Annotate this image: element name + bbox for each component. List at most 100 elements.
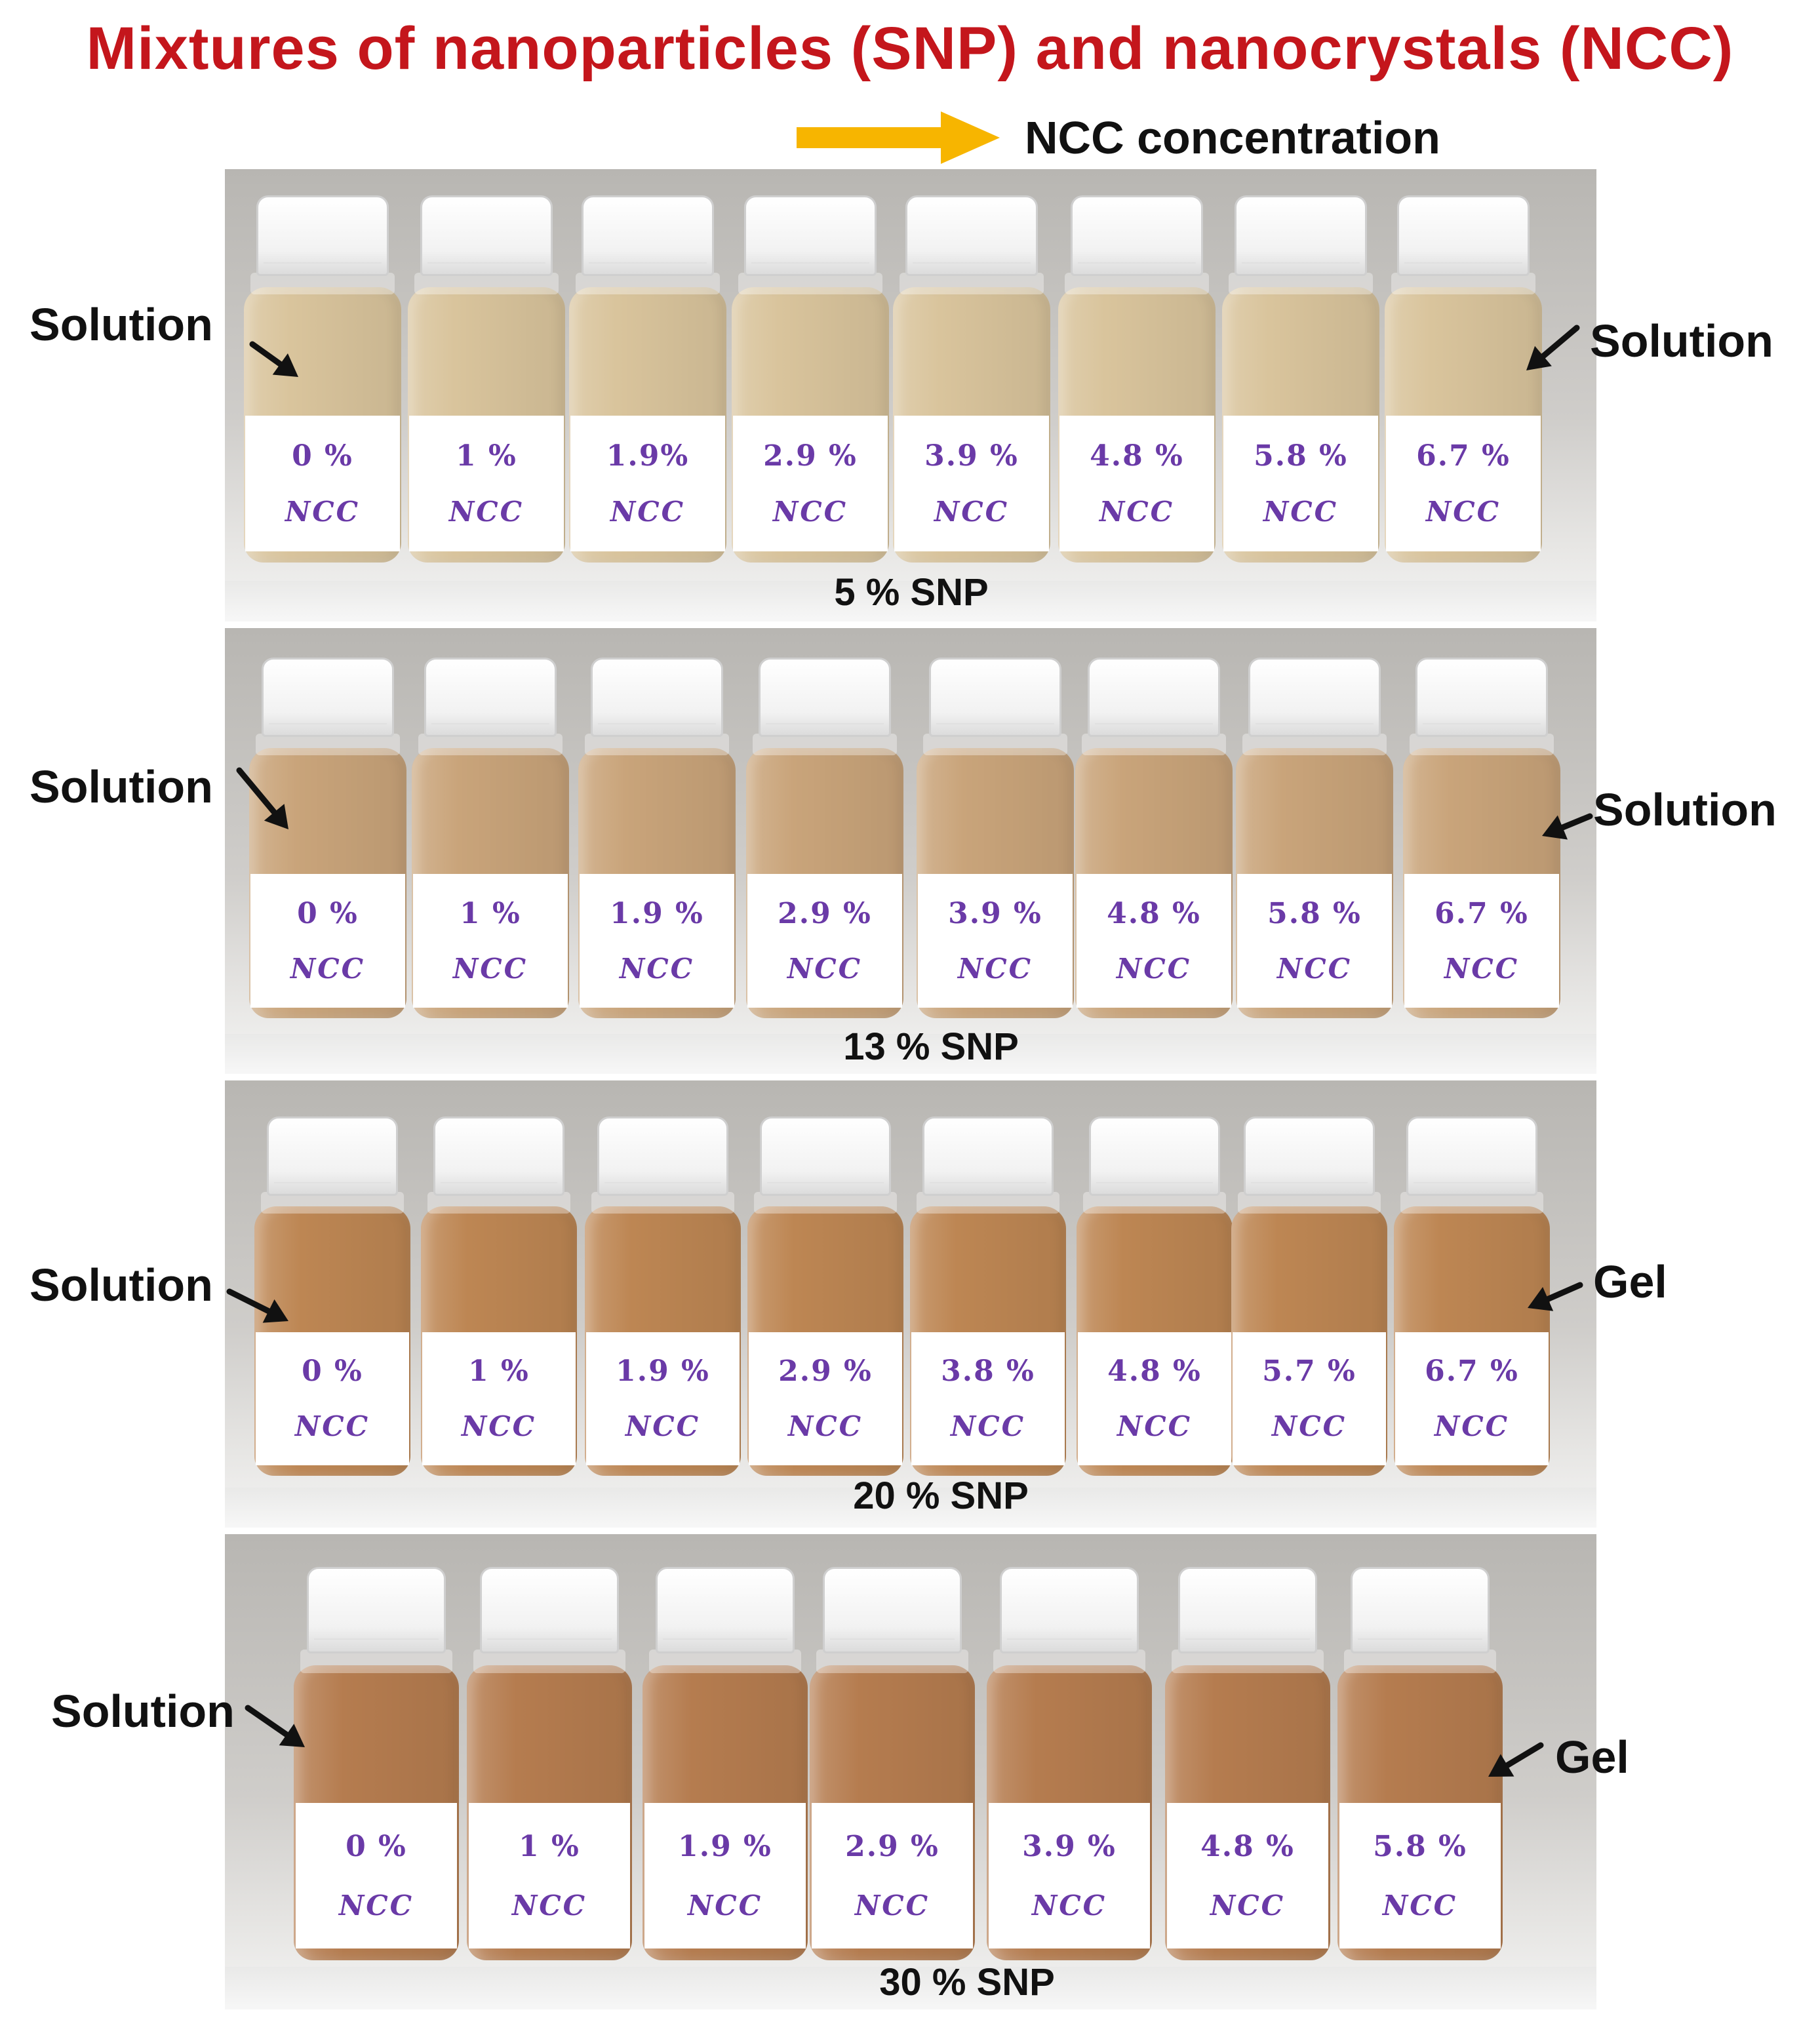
ncc-percentage: 6.7 % [1434,896,1529,930]
ncc-text: NCC [934,496,1010,528]
ncc-percentage: 3.8 % [941,1355,1035,1389]
vial-neck [993,1650,1145,1673]
ncc-percentage: 5.7 % [1262,1355,1356,1389]
ncc-percentage: 0 % [297,896,359,930]
vial: 5.7 % NCC [1231,1117,1387,1476]
ncc-text: NCC [787,953,863,985]
vial-cap [1406,1117,1537,1196]
vial-label: 4.8 % NCC [1166,1803,1329,1948]
vial: 3.9 % NCC [917,658,1074,1018]
ncc-text: NCC [511,1889,587,1922]
ncc-text: NCC [1425,496,1501,528]
vial-neck [753,1192,898,1214]
vial-label: 0 % NCC [256,1332,409,1465]
vial: 6.7 % NCC [1385,195,1542,563]
vial-label: 5.7 % NCC [1233,1332,1386,1465]
ncc-text: NCC [619,953,695,985]
vial-label: 3.9 % NCC [894,416,1049,552]
right-pointer-arrow-icon [1488,1742,1544,1777]
snp-concentration-label: 30 % SNP [879,1961,1055,2004]
ncc-percentage: 2.9 % [845,1829,940,1863]
vial-cap [480,1567,619,1653]
vial: 5.8 % NCC [1222,195,1379,563]
ncc-percentage: 0 % [302,1355,363,1389]
ncc-text: NCC [285,496,361,528]
right-pointer-arrow-icon [1528,1282,1583,1311]
vial: 0 % NCC [249,658,406,1018]
snp-concentration-label: 5 % SNP [834,571,989,614]
vial-neck [1391,272,1536,295]
vial-cap [1244,1117,1375,1196]
ncc-text: NCC [290,953,366,985]
vial-cap [1178,1567,1317,1653]
vial-cap [1415,658,1548,737]
vial-label: 6.7 % NCC [1395,1332,1549,1465]
ncc-text: NCC [854,1889,930,1922]
ncc-text: NCC [1434,1410,1510,1443]
vial: 1.9 % NCC [585,1117,741,1476]
vial: 1 % NCC [412,658,569,1018]
left-state-label: Solution [30,1259,213,1311]
ncc-percentage: 1 % [456,439,517,473]
ncc-text: NCC [610,496,686,528]
ncc-text: NCC [1271,1410,1347,1443]
vial-cap [905,195,1038,277]
vial-label: 0 % NCC [250,874,405,1008]
vial: 5.8 % NCC [1236,658,1393,1018]
vial-cap [307,1567,446,1653]
ncc-percentage: 0 % [292,439,353,473]
vial-neck [414,272,559,295]
right-state-label: Gel [1555,1731,1629,1783]
vial-neck [250,272,395,295]
ncc-percentage: 1 % [519,1829,580,1863]
ncc-percentage: 0 % [346,1829,407,1863]
ncc-percentage: 4.8 % [1107,1355,1202,1389]
ncc-percentage: 3.9 % [1022,1829,1117,1863]
vial: 2.9 % NCC [747,1117,903,1476]
vial-label: 6.7 % NCC [1386,416,1541,552]
vial-cap [656,1567,795,1653]
ncc-text: NCC [1116,953,1192,985]
vial-cap [597,1117,728,1196]
vial-neck [1242,733,1387,755]
vial-neck [300,1650,452,1673]
right-state-label: Gel [1593,1256,1667,1307]
vial-cap [1397,195,1530,277]
vial: 0 % NCC [254,1117,410,1476]
ncc-text: NCC [1117,1410,1193,1443]
ncc-percentage: 3.9 % [924,439,1019,473]
left-state-label: Solution [51,1686,235,1737]
vial-neck [591,1192,735,1214]
vial-cap [256,195,389,277]
vial-label: 1.9 % NCC [580,874,734,1008]
ncc-percentage: 2.9 % [778,1355,873,1389]
left-pointer-arrow-icon [226,1288,288,1323]
vial-neck [255,733,401,755]
vial-cap [433,1117,564,1196]
vial-label: 1.9% NCC [570,416,725,552]
vial-cap [929,658,1061,737]
vial-label: 0 % NCC [245,416,400,552]
vial: 2.9 % NCC [810,1567,975,1960]
ncc-text: NCC [787,1410,863,1443]
ncc-text: NCC [1263,496,1339,528]
vial-panel-1: 0 % NCC 1 % NCC 1.9% NCC 2.9 % NCC 3.9 % NCC 4.8 %… [225,169,1596,622]
vial-label: 6.7 % NCC [1404,874,1559,1008]
vial-cap [1351,1567,1490,1653]
vial: 4.8 % NCC [1165,1567,1330,1960]
figure-title: Mixtures of nanoparticles (SNP) and nano… [86,15,1734,82]
vial: 3.9 % NCC [987,1567,1152,1960]
vial-cap [744,195,877,277]
ncc-percentage: 1.9 % [678,1829,772,1863]
vial: 5.8 % NCC [1337,1567,1503,1960]
vial: 1 % NCC [421,1117,577,1476]
vial-label: 1.9 % NCC [586,1332,740,1465]
vial-neck [1064,272,1210,295]
vial-panel-3: 0 % NCC 1 % NCC 1.9 % NCC 2.9 % NCC 3.8 % NCC 4.8 … [225,1080,1596,1528]
right-arrow-icon [797,111,1000,164]
ncc-percentage: 3.9 % [948,896,1042,930]
snp-concentration-label: 13 % SNP [843,1025,1019,1068]
vial-neck [922,733,1068,755]
vial-neck [916,1192,1060,1214]
vial-neck [1409,733,1554,755]
